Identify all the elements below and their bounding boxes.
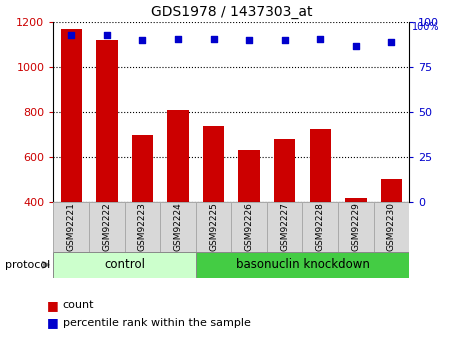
Bar: [125, 202, 160, 252]
Bar: [53, 202, 89, 252]
Bar: [89, 202, 125, 252]
Point: [352, 43, 359, 49]
Bar: [374, 202, 409, 252]
Point: [174, 36, 182, 41]
Bar: [60, 29, 82, 202]
Bar: [196, 202, 232, 252]
Bar: [239, 150, 260, 202]
Bar: [167, 110, 189, 202]
Bar: [232, 202, 267, 252]
Text: ■: ■: [46, 299, 58, 312]
Text: control: control: [104, 258, 145, 271]
Bar: [345, 198, 366, 202]
Text: 100%: 100%: [412, 22, 439, 32]
Text: GSM92225: GSM92225: [209, 203, 218, 251]
Text: GSM92221: GSM92221: [67, 203, 76, 251]
Point: [317, 36, 324, 41]
Point: [103, 32, 111, 38]
Text: GSM92230: GSM92230: [387, 202, 396, 252]
Point: [67, 32, 75, 38]
Text: GSM92222: GSM92222: [102, 203, 111, 251]
Text: protocol: protocol: [5, 260, 50, 270]
Text: basonuclin knockdown: basonuclin knockdown: [236, 258, 369, 271]
Point: [210, 36, 217, 41]
Bar: [310, 129, 331, 202]
Point: [281, 38, 288, 43]
Bar: [203, 126, 224, 202]
Point: [246, 38, 253, 43]
Bar: [274, 139, 295, 202]
Bar: [338, 202, 374, 252]
Bar: [53, 252, 196, 278]
Point: [139, 38, 146, 43]
Bar: [196, 252, 409, 278]
Title: GDS1978 / 1437303_at: GDS1978 / 1437303_at: [151, 4, 312, 19]
Text: GSM92227: GSM92227: [280, 203, 289, 251]
Text: GSM92228: GSM92228: [316, 203, 325, 251]
Text: count: count: [63, 300, 94, 310]
Text: GSM92226: GSM92226: [245, 203, 253, 251]
Bar: [267, 202, 303, 252]
Text: GSM92229: GSM92229: [352, 203, 360, 251]
Bar: [381, 179, 402, 202]
Bar: [160, 202, 196, 252]
Bar: [303, 202, 338, 252]
Text: GSM92224: GSM92224: [173, 203, 182, 251]
Point: [388, 39, 395, 45]
Text: percentile rank within the sample: percentile rank within the sample: [63, 318, 251, 327]
Bar: [132, 135, 153, 202]
Text: GSM92223: GSM92223: [138, 203, 147, 251]
Text: ■: ■: [46, 316, 58, 329]
Bar: [96, 40, 118, 202]
